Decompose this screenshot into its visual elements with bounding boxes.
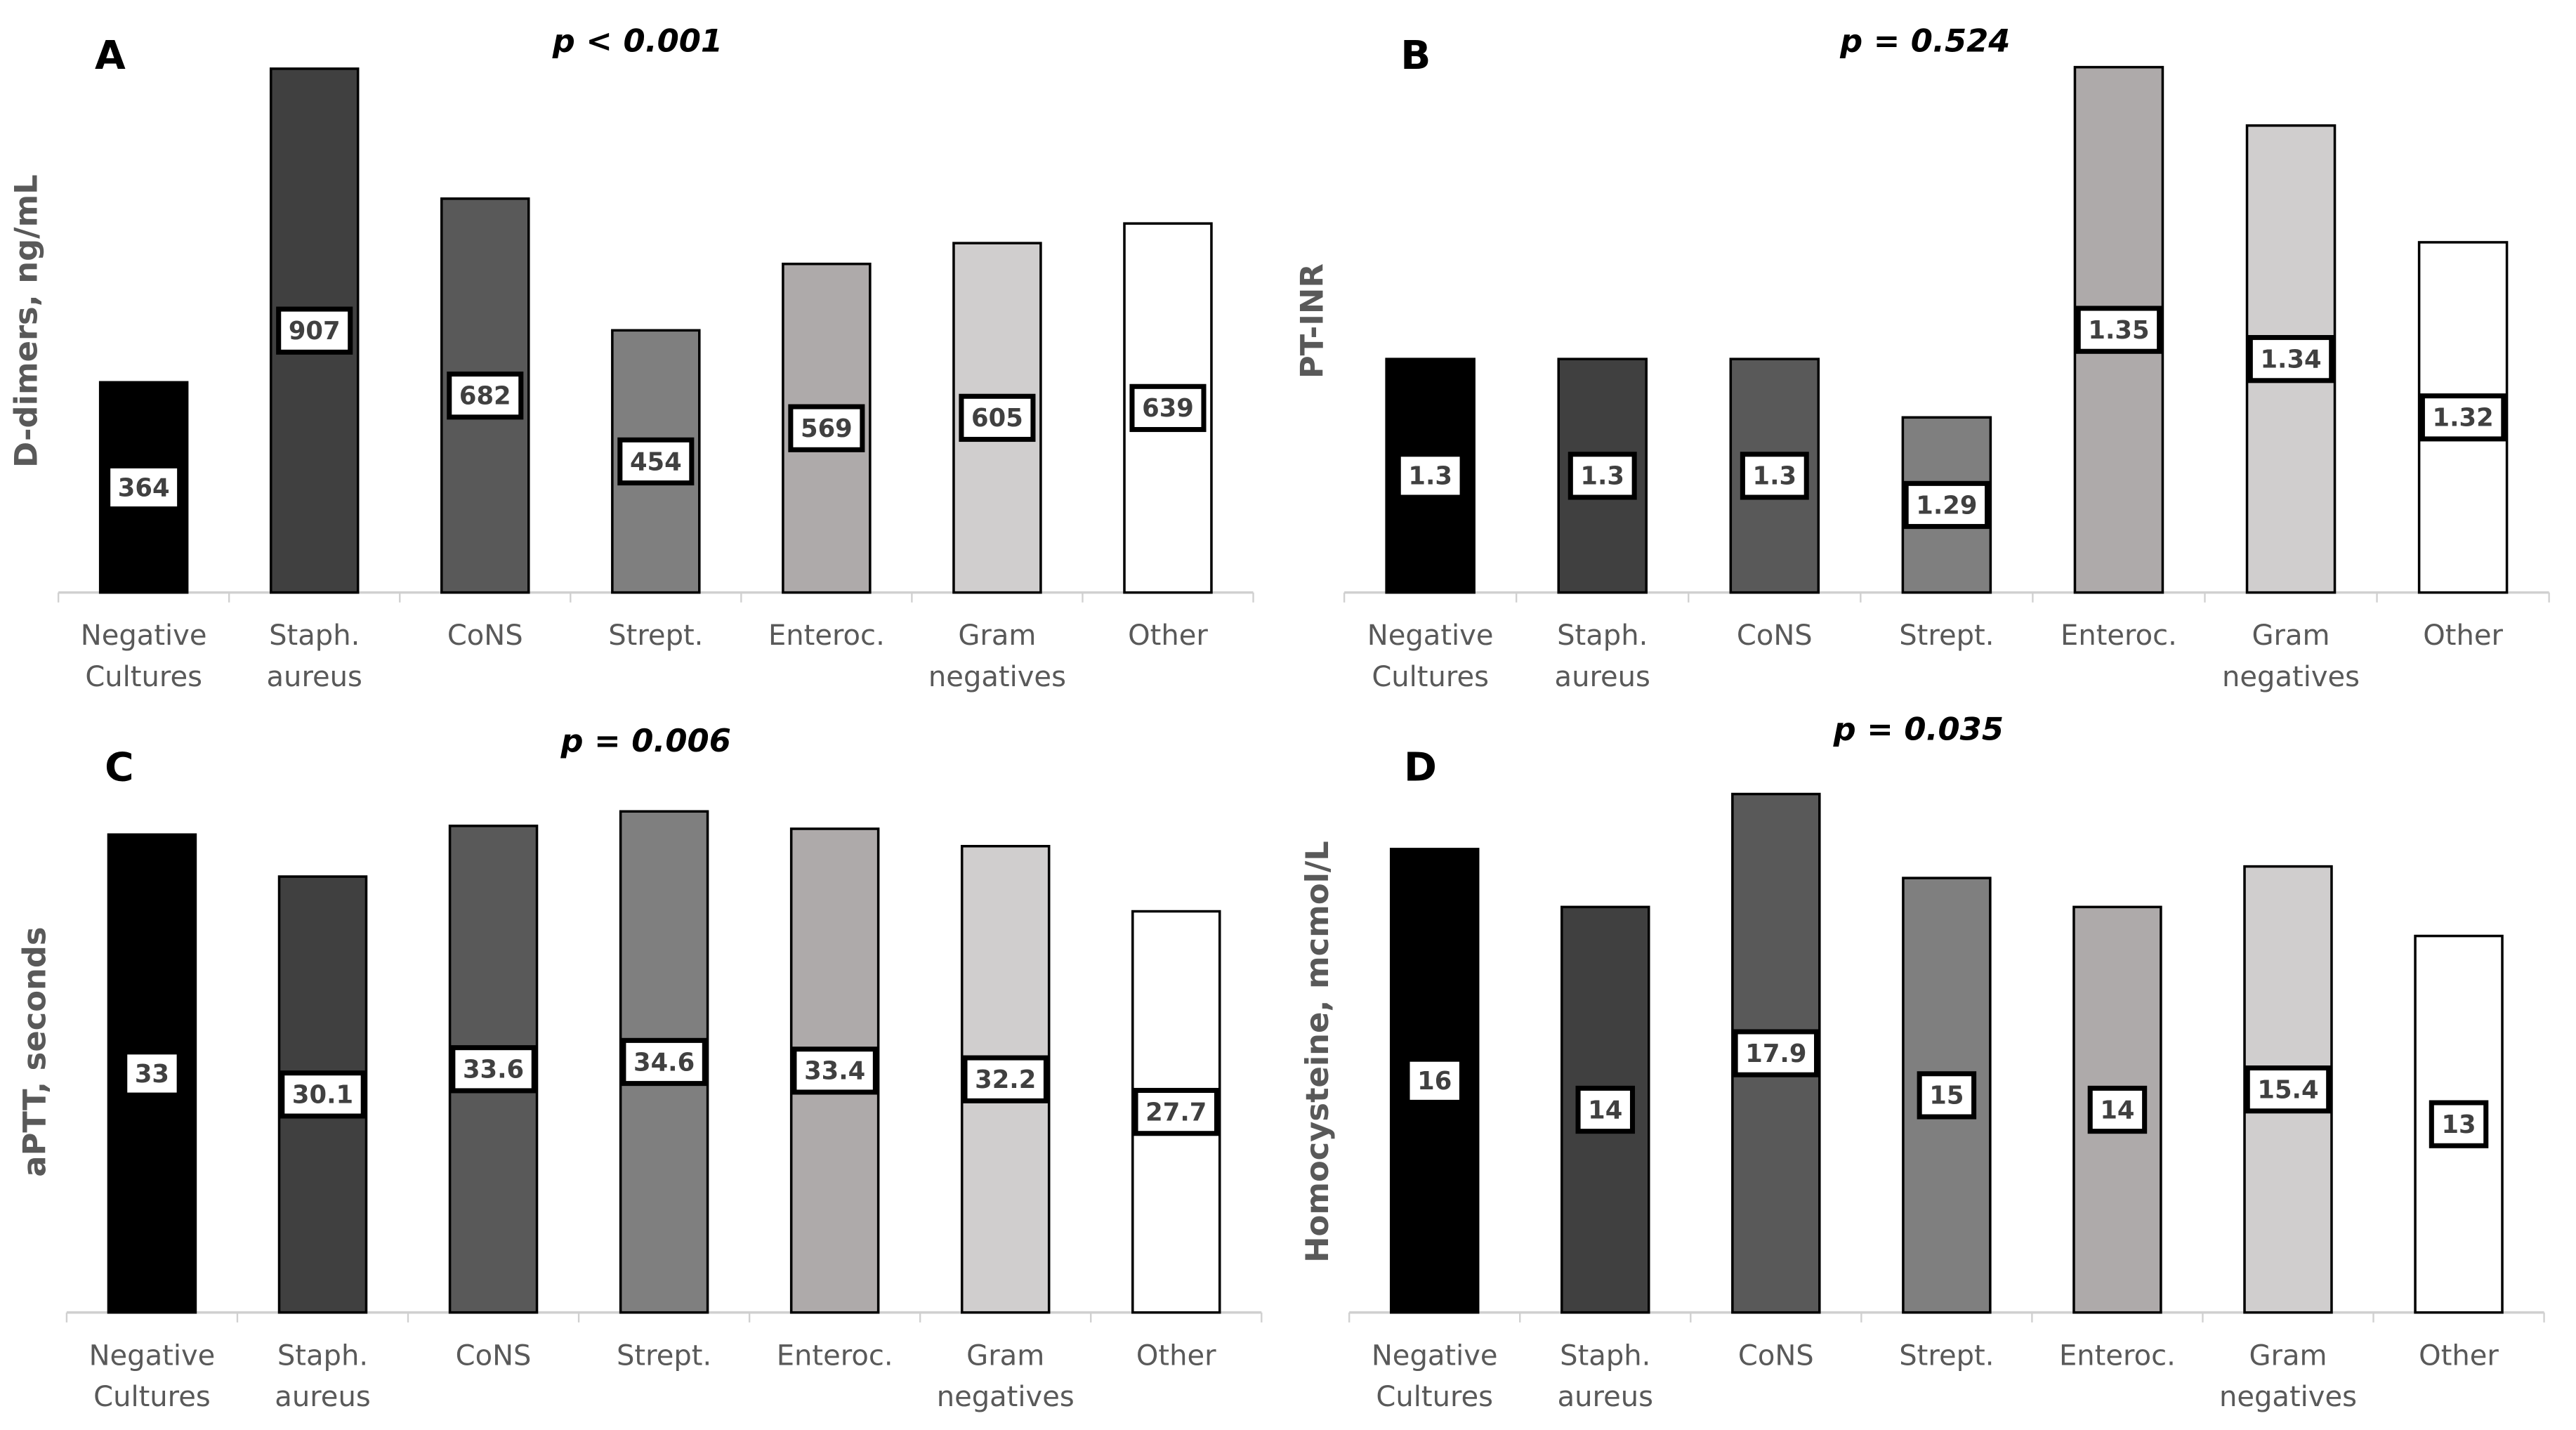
x-tick-label: Gram negatives [937,1339,1075,1413]
y-axis-label: D-dimers, ng/mL [8,174,45,468]
chart-title: p < 0.001 [552,22,723,59]
x-tick-label: Strept. [1899,1339,1994,1372]
value-label-box [788,404,865,452]
value-label: 30.1 [292,1081,353,1110]
value-label: 32.2 [975,1065,1036,1094]
x-tick-label: CoNS [447,619,523,652]
x-tick-label: Staph. aureus [275,1339,370,1413]
x-tick-label: Gram negatives [928,619,1066,693]
value-label: 33.6 [463,1056,524,1084]
x-tick-label: Staph. aureus [1555,619,1650,693]
value-label: 1.35 [2088,316,2149,345]
value-label-box [1405,1056,1464,1105]
x-tick-label: Enteroc. [2061,619,2177,652]
x-tick-label: Negative Cultures [1367,619,1494,693]
value-label-box [621,1037,707,1087]
value-label: 569 [801,414,853,443]
value-label-box [122,1049,182,1098]
x-tick-label: Negative Cultures [1372,1339,1498,1413]
value-label: 1.3 [1408,462,1452,491]
panel-label: B [1400,33,1431,79]
value-label-box [1395,452,1465,500]
x-tick-label: Strept. [1899,619,1994,652]
value-label: 1.34 [2260,346,2321,374]
value-label-box [1575,1085,1636,1134]
value-label: 33 [135,1060,169,1089]
x-tick-label: Negative Cultures [89,1339,216,1413]
value-label-box [2247,335,2334,383]
value-label-box [280,1070,366,1119]
value-label: 14 [2100,1096,2134,1124]
chart-title: p = 0.524 [1839,22,2010,59]
value-label: 1.3 [1753,462,1797,491]
value-label-box [791,1047,878,1095]
y-axis-label: PT-INR [1294,263,1331,379]
y-axis-label: aPTT, seconds [16,926,53,1176]
x-tick-label: Staph. aureus [1558,1339,1653,1413]
value-label: 605 [971,404,1023,433]
value-label-box [1917,1071,1977,1120]
x-tick-label: CoNS [1737,619,1813,652]
value-label: 17.9 [1745,1039,1806,1068]
value-label-box [450,1045,537,1094]
value-label-box [1133,1087,1220,1136]
value-label-box [2429,1100,2489,1148]
x-tick-label: Other [1128,619,1208,652]
value-label: 639 [1142,394,1194,423]
x-tick-label: Other [1136,1339,1216,1372]
value-label-box [962,1055,1049,1103]
value-label: 27.7 [1145,1098,1207,1127]
value-label: 15.4 [2257,1076,2318,1105]
x-tick-label: Strept. [608,619,703,652]
x-tick-label: Other [2423,619,2503,652]
value-label-box [105,463,183,512]
value-label-box [2419,393,2506,442]
x-tick-label: Enteroc. [768,619,885,652]
panel-label: C [105,744,134,790]
y-axis-label: Homocysteine, mcmol/L [1299,841,1336,1263]
x-tick-label: Negative Cultures [81,619,207,693]
panel-label: A [95,33,126,79]
value-label-box [1740,452,1809,500]
x-tick-label: CoNS [1738,1339,1814,1372]
value-label: 1.29 [1916,491,1977,520]
value-label-box [617,437,695,486]
x-tick-label: Gram negatives [2222,619,2360,693]
x-tick-label: CoNS [456,1339,532,1372]
value-label-box [1733,1029,1820,1077]
value-label-box [1129,383,1207,433]
value-label-box [959,393,1036,442]
value-label: 33.4 [804,1057,865,1086]
chart-title: p = 0.006 [560,722,731,759]
value-label: 1.3 [1580,462,1624,491]
value-label: 15 [1929,1082,1964,1110]
x-tick-label: Gram negatives [2219,1339,2357,1413]
x-tick-label: Enteroc. [2059,1339,2176,1372]
value-label: 13 [2441,1110,2476,1139]
value-label: 682 [459,382,511,411]
value-label-box [1903,480,1990,530]
panel-label: D [1404,744,1437,790]
value-label-box [276,306,353,355]
value-label: 1.32 [2433,404,2494,433]
value-label: 16 [1417,1067,1452,1096]
value-label: 907 [289,317,341,346]
value-label: 364 [118,473,170,502]
value-label: 454 [630,447,682,476]
x-tick-label: Strept. [617,1339,711,1372]
x-tick-label: Staph. aureus [267,619,362,693]
x-tick-label: Other [2419,1339,2499,1372]
value-label: 14 [1588,1096,1622,1124]
x-tick-label: Enteroc. [777,1339,893,1372]
value-label-box [1568,452,1637,500]
value-label-box [2087,1085,2148,1134]
value-label-box [2245,1065,2332,1114]
value-label-box [2075,306,2162,354]
chart-title: p = 0.035 [1833,711,2004,748]
value-label: 34.6 [633,1048,695,1077]
value-label-box [447,372,524,420]
